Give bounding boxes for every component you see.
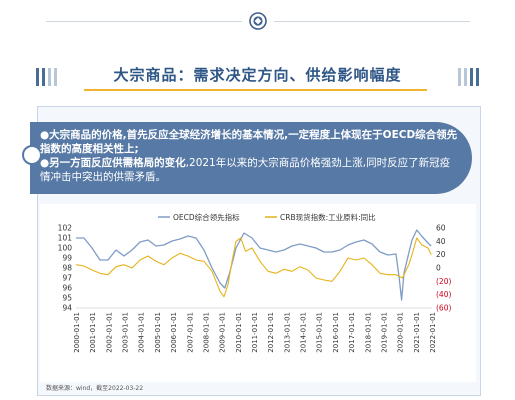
- bullet-dot: ●: [40, 129, 50, 141]
- y-left-tick-label: 100: [58, 244, 73, 253]
- summary-bullets: ●大宗商品的价格,首先反应全球经济增长的基本情况,一定程度上体现在于OECD综合…: [40, 128, 460, 184]
- x-tick-label: 2011-01-01: [251, 312, 259, 353]
- y-right-tick-label: (40): [436, 290, 451, 299]
- y-left-tick-label: 98: [62, 264, 72, 273]
- x-tick-label: 2006-01-01: [170, 312, 178, 353]
- x-tick-label: 2018-01-01: [364, 312, 372, 353]
- x-tick-label: 2013-01-01: [283, 312, 291, 353]
- y-right-tick-label: (60): [436, 304, 451, 313]
- y-left-tick-label: 97: [62, 274, 72, 283]
- bullet-2-strong: 另一方面反应供需格局的变化: [49, 157, 186, 169]
- logo-icon: [249, 12, 267, 30]
- x-tick-label: 2010-01-01: [235, 312, 243, 353]
- x-tick-label: 2003-01-01: [122, 312, 130, 353]
- y-right-tick-label: 40: [436, 237, 446, 246]
- crb-series-line: [75, 237, 432, 298]
- x-tick-label: 2004-01-01: [138, 312, 146, 353]
- x-tick-label: 2014-01-01: [300, 312, 308, 353]
- chart-background: [40, 204, 476, 382]
- x-tick-label: 2017-01-01: [348, 312, 356, 353]
- y-right-tick-label: 20: [436, 250, 446, 259]
- bullet-1: ●大宗商品的价格,首先反应全球经济增长的基本情况,一定程度上体现在于OECD综合…: [40, 128, 460, 156]
- x-tick-label: 2007-01-01: [186, 312, 194, 353]
- summary-banner: [30, 122, 472, 194]
- x-tick-label: 2016-01-01: [332, 312, 340, 353]
- y-left-tick-label: 102: [58, 224, 73, 233]
- page-title: 大宗商品：需求决定方向、供给影响幅度: [113, 66, 402, 84]
- y-left-tick-label: 101: [58, 234, 73, 243]
- x-tick-label: 2005-01-01: [154, 312, 162, 353]
- y-right-tick-label: (20): [436, 277, 451, 286]
- x-tick-label: 2008-01-01: [202, 312, 210, 353]
- section-header: 大宗商品：需求决定方向、供给影响幅度: [36, 62, 479, 98]
- x-tick-label: 2019-01-01: [380, 312, 388, 353]
- x-tick-label: 2022-01-01: [429, 312, 437, 353]
- title-underline: [84, 89, 427, 91]
- x-tick-label: 2020-01-01: [397, 312, 405, 353]
- y-left-tick-label: 99: [62, 254, 72, 263]
- y-right-tick-label: 0: [436, 264, 441, 273]
- bullet-2: ●另一方面反应供需格局的变化,2021年以来的大宗商品价格强劲上涨,同时反应了新…: [40, 156, 460, 184]
- oecd-series-line: [76, 229, 432, 301]
- y-right-tick-label: 60: [436, 224, 446, 233]
- y-left-tick-label: 96: [62, 284, 72, 293]
- x-tick-label: 2000-01-01: [73, 312, 81, 353]
- title-decoration-right: [458, 68, 479, 86]
- banner-notch: [22, 145, 42, 165]
- y-left-tick-label: 94: [62, 304, 72, 313]
- x-tick-label: 2009-01-01: [219, 312, 227, 353]
- bullet-1-text: 大宗商品的价格,首先反应全球经济增长的基本情况,一定程度上体现在于OECD综合领…: [40, 129, 458, 155]
- bullet-2-rest: ,2021年以来的大宗商品价格强劲上涨,同时反应了新冠疫情冲击中突出的供需矛盾。: [40, 157, 451, 183]
- x-tick-label: 2002-01-01: [105, 312, 113, 353]
- x-tick-label: 2015-01-01: [316, 312, 324, 353]
- legend-label: CRB现货指数:工业原料:同比: [280, 212, 376, 222]
- oecd-crb-line-chart: OECD综合领先指标 CRB现货指数:工业原料:同比 949596979899100…: [40, 204, 476, 382]
- title-decoration-left: [36, 68, 57, 86]
- y-left-tick-label: 95: [62, 294, 72, 303]
- data-source-note: 数据来源：wind，截至2022-03-22: [46, 385, 144, 392]
- top-divider-left: [46, 21, 242, 22]
- bullet-dot: ●: [40, 157, 50, 169]
- x-tick-label: 2001-01-01: [89, 312, 97, 353]
- x-tick-label: 2012-01-01: [267, 312, 275, 353]
- legend-label: OECD综合领先指标: [173, 212, 240, 222]
- top-divider-right: [274, 21, 470, 22]
- x-tick-label: 2021-01-01: [413, 312, 421, 353]
